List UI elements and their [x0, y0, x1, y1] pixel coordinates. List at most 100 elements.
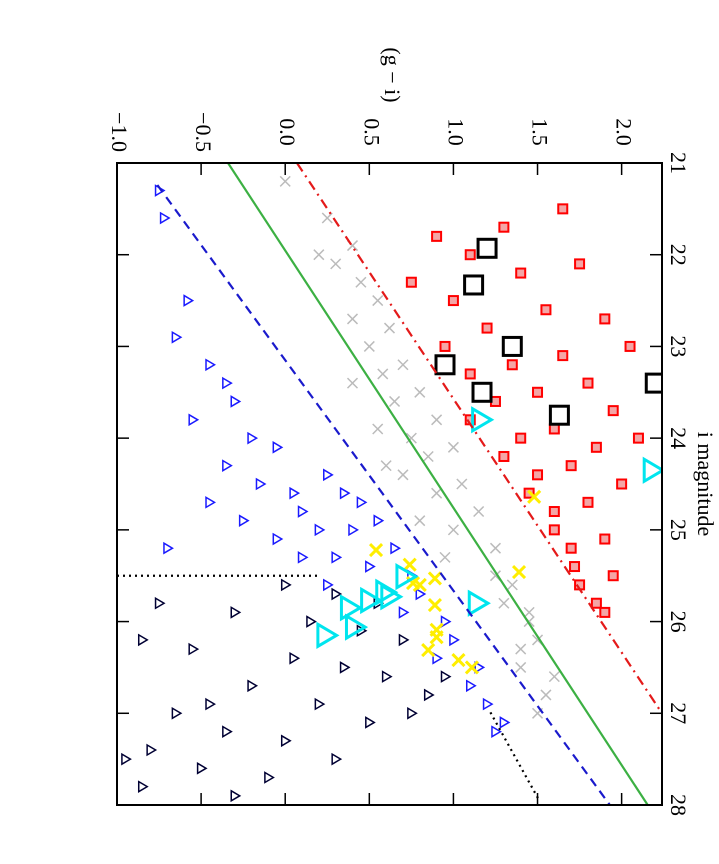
- x-stroke: [548, 671, 560, 683]
- triangle-marker: [171, 330, 183, 344]
- triangle-marker: [348, 523, 359, 537]
- triangle-marker: [280, 734, 292, 748]
- x-marker: [389, 395, 401, 407]
- triangle-marker: [398, 606, 410, 619]
- x-tick-label: 25: [666, 519, 691, 541]
- x-stroke: [422, 450, 434, 463]
- y-tick-label: 1.5: [527, 118, 552, 146]
- plot-frame: [116, 162, 663, 806]
- triangle-marker: [205, 358, 216, 372]
- square-marker: [532, 469, 544, 481]
- triangle-marker: [280, 578, 292, 592]
- x-stroke: [363, 340, 375, 352]
- triangle-marker: [381, 670, 393, 683]
- triangle-marker: [163, 541, 174, 555]
- triangle-marker: [222, 459, 233, 472]
- square-marker: [532, 386, 544, 398]
- triangle-marker: [316, 621, 340, 649]
- y-tick-label: −1.0: [107, 112, 132, 152]
- x-marker: [414, 386, 426, 398]
- x-marker: [431, 487, 443, 499]
- x-marker: [405, 432, 417, 444]
- x-stroke: [321, 212, 333, 224]
- square-marker: [599, 606, 611, 618]
- triangle-marker: [344, 613, 369, 641]
- x-marker: [456, 478, 468, 490]
- x-marker: [523, 606, 535, 618]
- square-marker: [515, 267, 527, 279]
- triangle-marker: [289, 651, 301, 665]
- triangle-marker: [415, 587, 427, 601]
- x-stroke: [414, 515, 426, 527]
- triangle-marker: [272, 532, 284, 546]
- square-marker: [481, 322, 493, 334]
- square-marker: [599, 533, 611, 545]
- x-marker: [429, 630, 444, 645]
- x-stroke: [431, 414, 443, 426]
- triangle-marker: [482, 697, 494, 711]
- y-tick-label: 1.0: [443, 118, 468, 146]
- triangle-marker: [188, 642, 200, 656]
- triangle-marker: [440, 615, 452, 628]
- x-stroke: [380, 460, 392, 472]
- square-marker: [616, 478, 628, 490]
- triangle-marker: [205, 496, 216, 509]
- y-tick-label: 2.0: [612, 118, 637, 146]
- x-marker: [447, 441, 459, 453]
- x-stroke: [405, 432, 417, 444]
- triangle-marker: [247, 431, 259, 445]
- triangle-marker: [449, 633, 460, 647]
- square-marker: [431, 230, 443, 242]
- square-marker: [548, 524, 560, 536]
- x-marker: [515, 643, 527, 655]
- triangle-marker: [137, 633, 149, 647]
- x-stroke: [421, 642, 436, 658]
- x-stroke: [451, 653, 466, 668]
- x-stroke: [330, 258, 342, 270]
- x-stroke: [511, 564, 527, 580]
- triangle-marker: [146, 743, 158, 757]
- x-tick-label: 24: [666, 427, 691, 449]
- x-stroke: [540, 689, 552, 701]
- x-marker: [363, 340, 375, 352]
- x-marker: [427, 571, 442, 586]
- x-tick-label: 22: [666, 244, 691, 266]
- triangle-marker: [255, 477, 267, 491]
- triangle-marker: [137, 780, 149, 793]
- x-marker: [473, 505, 485, 518]
- x-stroke: [279, 175, 291, 187]
- y-tick-label: −0.5: [191, 112, 216, 152]
- x-stroke: [439, 551, 451, 563]
- x-stroke: [427, 598, 442, 613]
- square-marker: [632, 432, 644, 444]
- triangle-marker: [365, 560, 376, 573]
- triangle-marker: [230, 789, 242, 803]
- x-stroke: [377, 368, 389, 380]
- x-stroke: [346, 313, 359, 325]
- triangle-marker: [390, 541, 402, 555]
- square-marker: [569, 561, 581, 573]
- x-marker: [422, 450, 434, 463]
- triangle-marker: [331, 551, 343, 564]
- x-stroke: [383, 322, 396, 334]
- x-marker: [355, 276, 367, 288]
- boundary-line: [227, 163, 649, 805]
- x-stroke: [368, 542, 384, 558]
- x-tick-label: 28: [666, 794, 691, 816]
- square-marker: [463, 274, 485, 296]
- x-stroke: [397, 359, 409, 371]
- square-marker: [434, 354, 456, 376]
- triangle-marker: [407, 706, 418, 720]
- triangle-marker: [121, 752, 132, 766]
- triangle-marker: [375, 578, 399, 606]
- y-tick-label: 0.5: [359, 118, 384, 146]
- square-marker: [624, 340, 636, 352]
- triangle-marker: [395, 563, 419, 591]
- square-marker: [405, 276, 417, 288]
- x-stroke: [515, 643, 527, 655]
- x-marker: [414, 515, 426, 527]
- square-marker: [548, 506, 560, 518]
- x-stroke: [397, 469, 409, 481]
- triangle-marker: [230, 606, 242, 619]
